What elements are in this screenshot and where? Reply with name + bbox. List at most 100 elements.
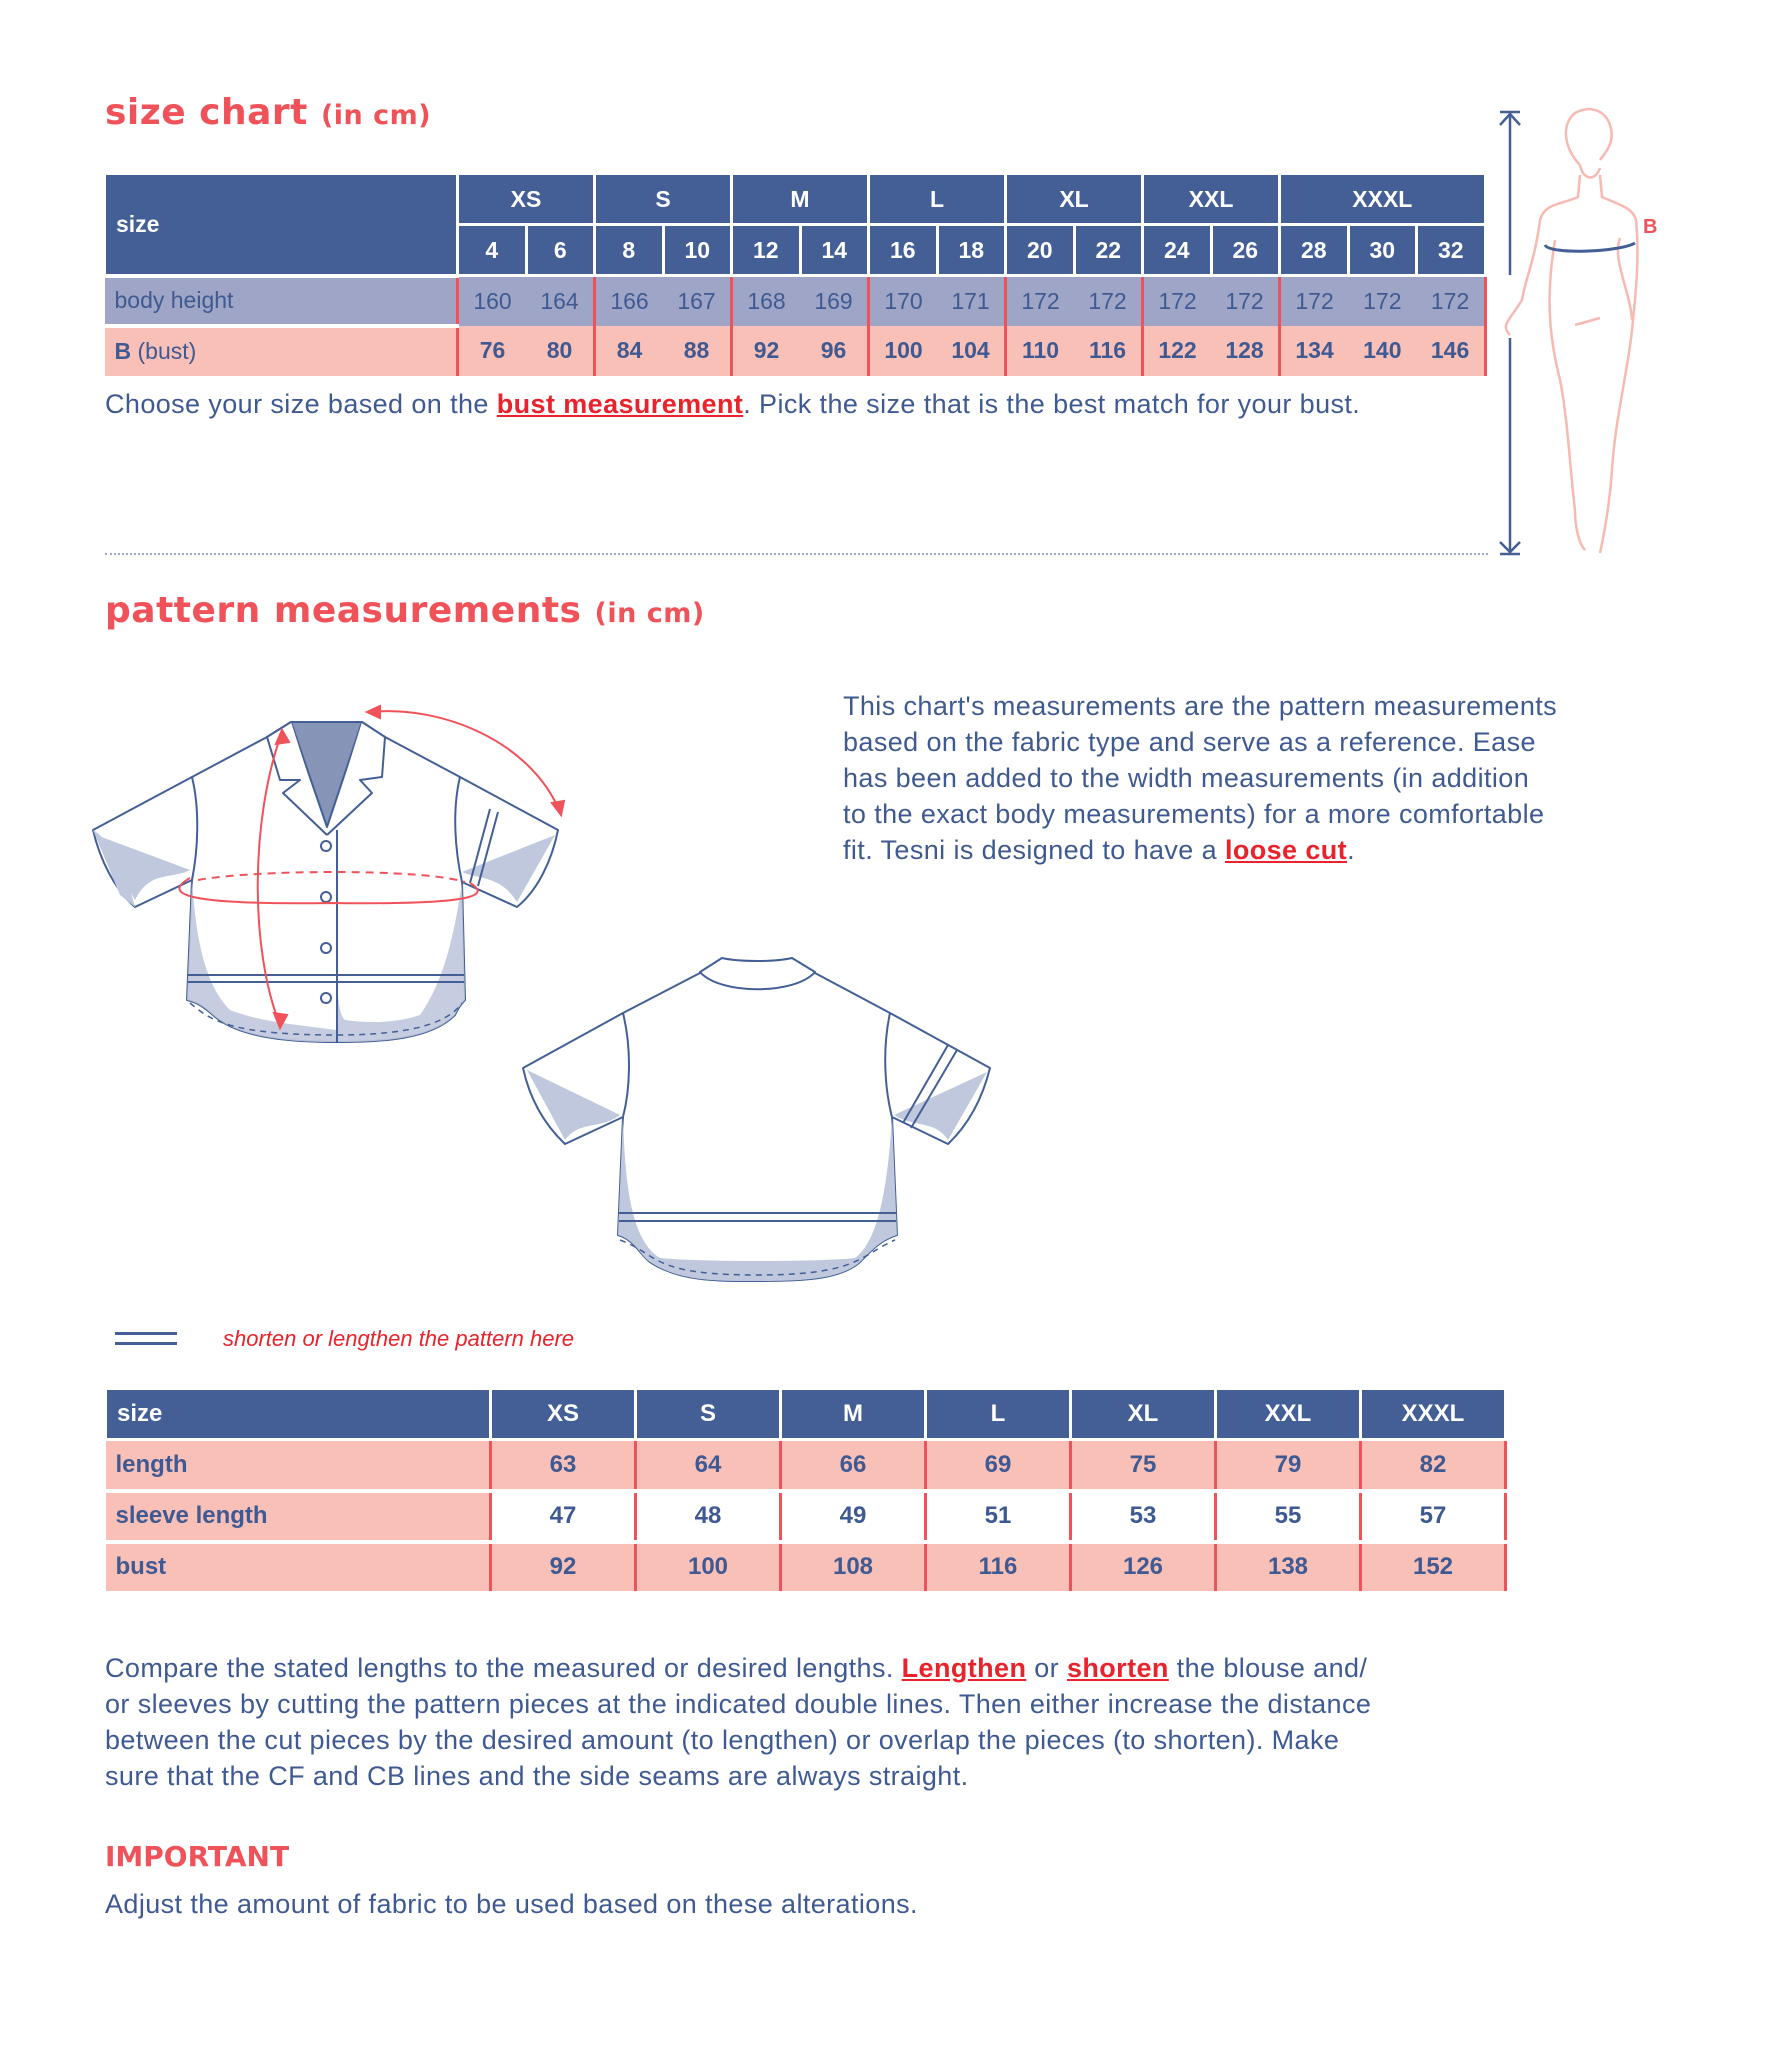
measurement-value: 172 [1074, 275, 1143, 326]
measurement-value: 80 [526, 325, 595, 376]
measurement-value: 116 [924, 1541, 1071, 1595]
height-arrow-icon [1499, 110, 1521, 556]
description-text: fit. Tesni is designed to have a [843, 835, 1225, 865]
measurement-value: 92 [489, 1541, 636, 1595]
body-figure-illustration: B [1499, 108, 1657, 556]
measurement-value: 172 [1348, 275, 1417, 326]
size-number: 18 [935, 223, 1008, 277]
size-number: 26 [1209, 223, 1282, 277]
bust-measurement-link[interactable]: bust measurement [496, 389, 744, 419]
instruction-text: the blouse and/ [1168, 1653, 1368, 1683]
size-header: size [104, 1387, 492, 1441]
size-number: 16 [867, 223, 939, 277]
measurement-value: 167 [663, 275, 732, 326]
size-group-header: XXL [1141, 172, 1282, 226]
description-line: This chart's measurements are the patter… [843, 691, 1558, 721]
title-unit: (in cm) [594, 598, 705, 629]
size-number: 20 [1004, 223, 1076, 277]
size-number: 28 [1278, 223, 1350, 277]
measurement-value: 75 [1069, 1439, 1216, 1493]
important-text: Adjust the amount of fabric to be used b… [105, 1889, 918, 1919]
legend-label: shorten or lengthen the pattern here [223, 1326, 575, 1351]
measurement-value: 66 [779, 1439, 926, 1493]
shirt-back-icon [522, 957, 991, 1283]
size-number: 22 [1072, 223, 1145, 277]
measurement-value: 51 [924, 1490, 1071, 1544]
measurement-value: 84 [593, 325, 663, 376]
row-label: body height [104, 273, 458, 326]
size-group-header: XL [1004, 172, 1145, 226]
size-number: 4 [456, 223, 528, 277]
description-text-end: . [1347, 835, 1355, 865]
measurement-value: 116 [1074, 325, 1143, 376]
size-number: 24 [1141, 223, 1213, 277]
pattern-measurements-title: pattern measurements (in cm) [105, 590, 705, 631]
measurement-value: 138 [1214, 1541, 1361, 1595]
size-number: 12 [730, 223, 802, 277]
measurement-arrows-icon [178, 704, 566, 1031]
important-heading: IMPORTANT [105, 1840, 290, 1873]
measurement-value: 168 [730, 275, 800, 326]
measurement-value: 76 [456, 325, 526, 376]
size-number: 8 [593, 223, 665, 277]
size-group-header: M [729, 172, 871, 226]
description-line: fit. Tesni is designed to have a loose c… [843, 832, 1557, 868]
size-header-l: L [924, 1387, 1072, 1441]
measurement-value: 108 [779, 1541, 926, 1595]
size-group-row: size XS S M L XL XXL XXXL [103, 172, 1487, 277]
section-divider [105, 553, 1488, 555]
table-row: length 63 64 66 69 75 79 82 [105, 1439, 1507, 1493]
measurement-value: 55 [1214, 1490, 1361, 1544]
measurement-value: 146 [1416, 325, 1487, 376]
size-header: size [103, 172, 459, 277]
double-line-legend-icon [115, 1332, 177, 1335]
row-label: sleeve length [105, 1490, 491, 1544]
measurement-value: 92 [730, 325, 800, 376]
row-label-text: body height [114, 287, 234, 313]
size-number: 6 [524, 223, 596, 277]
shorten-link[interactable]: shorten [1066, 1653, 1169, 1683]
measurement-value: 172 [1278, 275, 1349, 326]
size-chart-title: size chart (in cm) [105, 92, 431, 133]
loose-cut-link[interactable]: loose cut [1224, 835, 1348, 865]
bust-line-icon [1543, 241, 1636, 253]
title-text: pattern measurements [105, 590, 582, 631]
header-row: size XS S M L XL XXL XXXL [104, 1387, 1507, 1441]
note-text: Choose your size based on the [105, 389, 497, 419]
size-group-header: XS [456, 172, 596, 226]
description-line: to the exact body measurements) for a mo… [843, 799, 1545, 829]
measurement-row: body height 160 164 166 167 168 169 170 171 172 17… [104, 273, 1487, 326]
measurement-value: 170 [867, 275, 938, 326]
instruction-text: or [1026, 1653, 1067, 1683]
measurement-value: 49 [779, 1490, 926, 1544]
measurement-value: 128 [1211, 325, 1280, 376]
table-row: bust 92 100 108 116 126 138 152 [105, 1541, 1507, 1595]
row-label-text: (bust) [137, 338, 197, 364]
alteration-instructions: Compare the stated lengths to the measur… [105, 1650, 1371, 1794]
measurement-value: 172 [1416, 275, 1487, 326]
measurement-value: 100 [867, 325, 938, 376]
row-label: length [105, 1439, 491, 1493]
size-number: 14 [798, 223, 871, 277]
size-header-xxl: XXL [1214, 1387, 1362, 1441]
measurement-value: 110 [1004, 325, 1075, 376]
measurement-value: 82 [1359, 1439, 1507, 1493]
measurement-value: 171 [937, 275, 1006, 326]
measurement-value: 172 [1211, 275, 1280, 326]
measurement-value: 47 [489, 1490, 636, 1544]
size-chart-note: Choose your size based on the bust measu… [105, 386, 1360, 422]
measurement-value: 172 [1141, 275, 1212, 326]
measurement-value: 57 [1359, 1490, 1507, 1544]
description-line: has been added to the width measurements… [843, 763, 1530, 793]
size-group-header: XXXL [1278, 172, 1487, 226]
lengthen-link[interactable]: Lengthen [901, 1653, 1027, 1683]
size-group-header: L [867, 172, 1008, 226]
measurement-value: 79 [1214, 1439, 1361, 1493]
description-line: based on the fabric type and serve as a … [843, 727, 1536, 757]
size-chart-table: size XS S M L XL XXL XXXL 4 6 8 10 12 14 16 18 20 22 24 26 2… [103, 172, 1487, 376]
note-text-end: . Pick the size that is the best match f… [743, 389, 1361, 419]
title-text: size chart [105, 92, 308, 133]
bust-marker-label: B [1643, 216, 1657, 238]
measurement-value: 169 [800, 275, 869, 326]
size-number: 32 [1415, 223, 1487, 277]
